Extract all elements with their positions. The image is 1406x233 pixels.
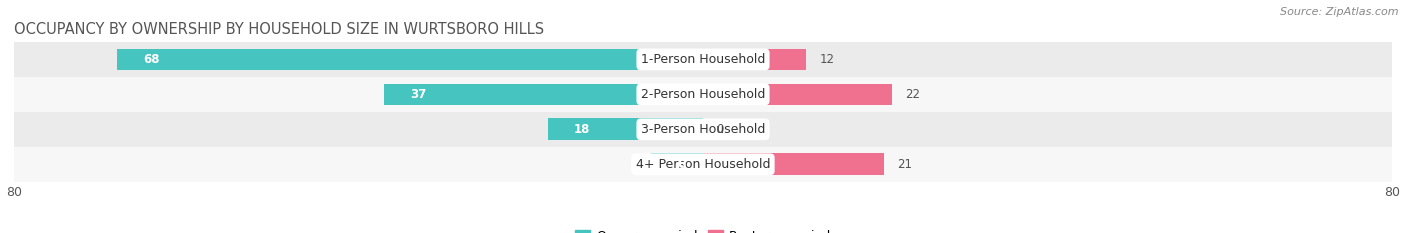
Bar (14, 77, 1392, 112)
Bar (703, 49, 807, 70)
Text: 0: 0 (716, 123, 723, 136)
Bar (548, 118, 703, 140)
Bar (703, 154, 884, 175)
Text: 6: 6 (678, 158, 685, 171)
Text: 21: 21 (897, 158, 911, 171)
Bar (14, 42, 1392, 77)
Bar (384, 84, 703, 105)
Bar (14, 112, 1392, 147)
Bar (703, 84, 893, 105)
Bar (651, 154, 703, 175)
Text: 3-Person Household: 3-Person Household (641, 123, 765, 136)
Bar (14, 147, 1392, 182)
Text: 12: 12 (820, 53, 834, 66)
Bar (117, 49, 703, 70)
Text: 2-Person Household: 2-Person Household (641, 88, 765, 101)
Text: OCCUPANCY BY OWNERSHIP BY HOUSEHOLD SIZE IN WURTSBORO HILLS: OCCUPANCY BY OWNERSHIP BY HOUSEHOLD SIZE… (14, 22, 544, 37)
Text: Source: ZipAtlas.com: Source: ZipAtlas.com (1281, 7, 1399, 17)
Text: 18: 18 (574, 123, 591, 136)
Text: 4+ Person Household: 4+ Person Household (636, 158, 770, 171)
Text: 68: 68 (143, 53, 160, 66)
Legend: Owner-occupied, Renter-occupied: Owner-occupied, Renter-occupied (569, 225, 837, 233)
Text: 37: 37 (411, 88, 426, 101)
Text: 1-Person Household: 1-Person Household (641, 53, 765, 66)
Text: 22: 22 (905, 88, 921, 101)
